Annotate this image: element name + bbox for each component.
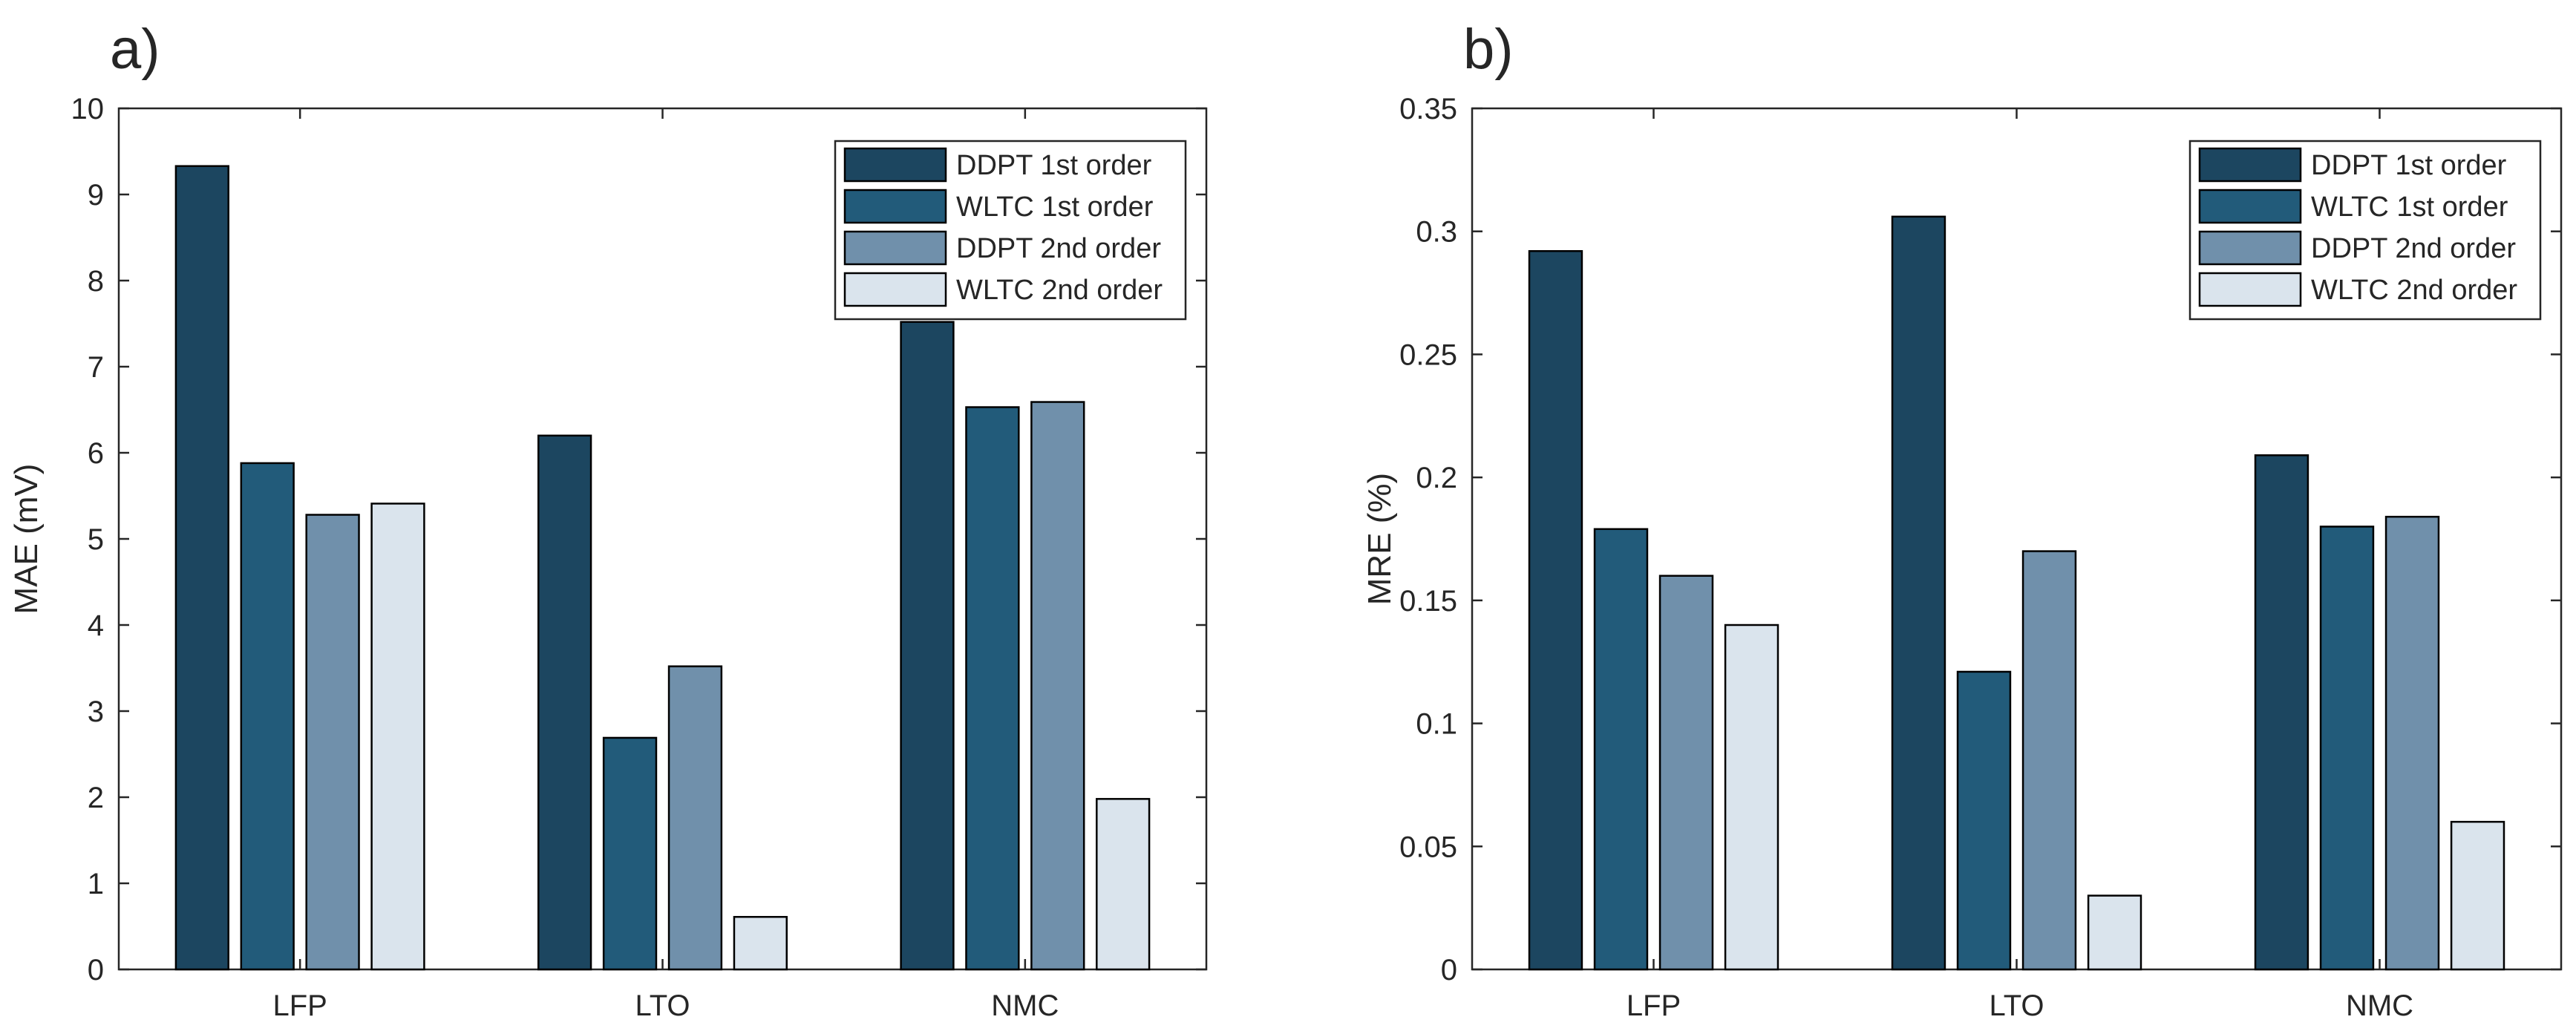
legend: DDPT 1st order WLTC 1st order DDPT 2nd ord… — [834, 140, 1187, 321]
y-tick-label: 1 — [88, 868, 104, 900]
legend-entry: WLTC 2nd order — [2311, 275, 2517, 306]
legend-entry: DDPT 2nd order — [2311, 233, 2516, 264]
legend-entry: DDPT 1st order — [956, 150, 1152, 181]
legend-swatch — [2198, 147, 2302, 183]
legend-entry: WLTC 1st order — [2311, 192, 2508, 223]
bar-lto-wltc-1st-order — [602, 736, 658, 971]
y-tick-label: 0.2 — [1416, 462, 1457, 494]
panel-a: 0 1 2 3 4 5 6 7 8 9 10 MAE (mV) a) LFP LTO NMC DDPT 1st … — [8, 18, 1208, 1022]
bar-lto-ddpt-2nd-order — [667, 665, 723, 971]
legend: DDPT 1st order WLTC 1st order DDPT 2nd ord… — [2188, 140, 2542, 321]
y-tick-label: 8 — [88, 265, 104, 298]
legend-swatch — [843, 230, 947, 266]
x-tick-label: NMC — [2346, 989, 2413, 1022]
y-tick-label: 0.15 — [1399, 585, 1457, 618]
bar-lfp-wltc-2nd-order — [1724, 624, 1779, 971]
legend-swatch — [843, 189, 947, 224]
bar-lto-ddpt-1st-order — [537, 434, 592, 971]
panel-label: a) — [110, 18, 160, 81]
y-tick-label: 0.25 — [1399, 338, 1457, 371]
legend-entry: WLTC 2nd order — [956, 275, 1163, 306]
legend-entry: WLTC 1st order — [956, 192, 1154, 223]
bar-lto-wltc-1st-order — [1956, 670, 2012, 971]
bar-nmc-wltc-2nd-order — [2450, 820, 2505, 971]
bar-nmc-ddpt-1st-order — [2254, 454, 2309, 971]
bar-lfp-wltc-1st-order — [240, 462, 295, 971]
y-tick-label: 7 — [88, 351, 104, 384]
bar-lto-ddpt-2nd-order — [2021, 550, 2077, 971]
y-tick-label: 0.35 — [1399, 93, 1457, 125]
panel-b: 0 0.05 0.1 0.15 0.2 0.25 0.3 0.35 MRE (%) b) LFP LT… — [1361, 18, 2563, 1022]
legend-entry: DDPT 1st order — [2311, 150, 2507, 181]
y-axis-label: MAE (mV) — [8, 464, 45, 615]
y-tick-label: 3 — [88, 696, 104, 728]
legend-swatch — [843, 272, 947, 307]
y-tick-label: 0.1 — [1416, 708, 1457, 741]
bar-nmc-ddpt-2nd-order — [2384, 515, 2440, 971]
y-tick-label: 6 — [88, 437, 104, 470]
y-tick-label: 10 — [71, 93, 105, 125]
legend-entry: DDPT 2nd order — [956, 233, 1161, 264]
y-tick-label: 4 — [88, 609, 104, 642]
legend-swatch — [843, 147, 947, 183]
bar-lto-wltc-2nd-order — [2087, 894, 2142, 971]
bar-lfp-ddpt-1st-order — [174, 165, 229, 971]
bar-lfp-wltc-1st-order — [1593, 528, 1649, 971]
legend-swatch — [2198, 272, 2302, 307]
legend-swatch — [2198, 189, 2302, 224]
legend-swatch — [2198, 230, 2302, 266]
bar-lto-wltc-2nd-order — [733, 915, 788, 971]
bar-lfp-ddpt-1st-order — [1528, 249, 1583, 971]
y-tick-label: 5 — [88, 523, 104, 556]
x-tick-label: NMC — [991, 989, 1059, 1022]
bar-nmc-wltc-1st-order — [965, 406, 1020, 971]
bar-lfp-ddpt-2nd-order — [305, 514, 360, 971]
y-tick-label: 0 — [88, 954, 104, 986]
x-tick-label: LFP — [1627, 989, 1681, 1022]
x-tick-label: LTO — [1989, 989, 2044, 1022]
bar-lfp-ddpt-2nd-order — [1658, 575, 1714, 971]
bar-nmc-wltc-1st-order — [2319, 526, 2375, 971]
bar-lto-ddpt-1st-order — [1891, 215, 1946, 971]
y-tick-label: 0.3 — [1416, 216, 1457, 249]
bar-nmc-ddpt-2nd-order — [1030, 401, 1085, 971]
y-tick-label: 0.05 — [1399, 831, 1457, 863]
y-tick-label: 2 — [88, 782, 104, 814]
bar-lfp-wltc-2nd-order — [370, 503, 425, 971]
x-tick-label: LTO — [635, 989, 690, 1022]
bar-nmc-ddpt-1st-order — [900, 321, 955, 971]
panel-label: b) — [1463, 18, 1514, 81]
y-tick-label: 0 — [1441, 954, 1457, 986]
y-tick-label: 9 — [88, 179, 104, 212]
x-tick-label: LFP — [272, 989, 327, 1022]
bar-nmc-wltc-2nd-order — [1096, 798, 1151, 971]
y-axis-label: MRE (%) — [1361, 473, 1398, 605]
